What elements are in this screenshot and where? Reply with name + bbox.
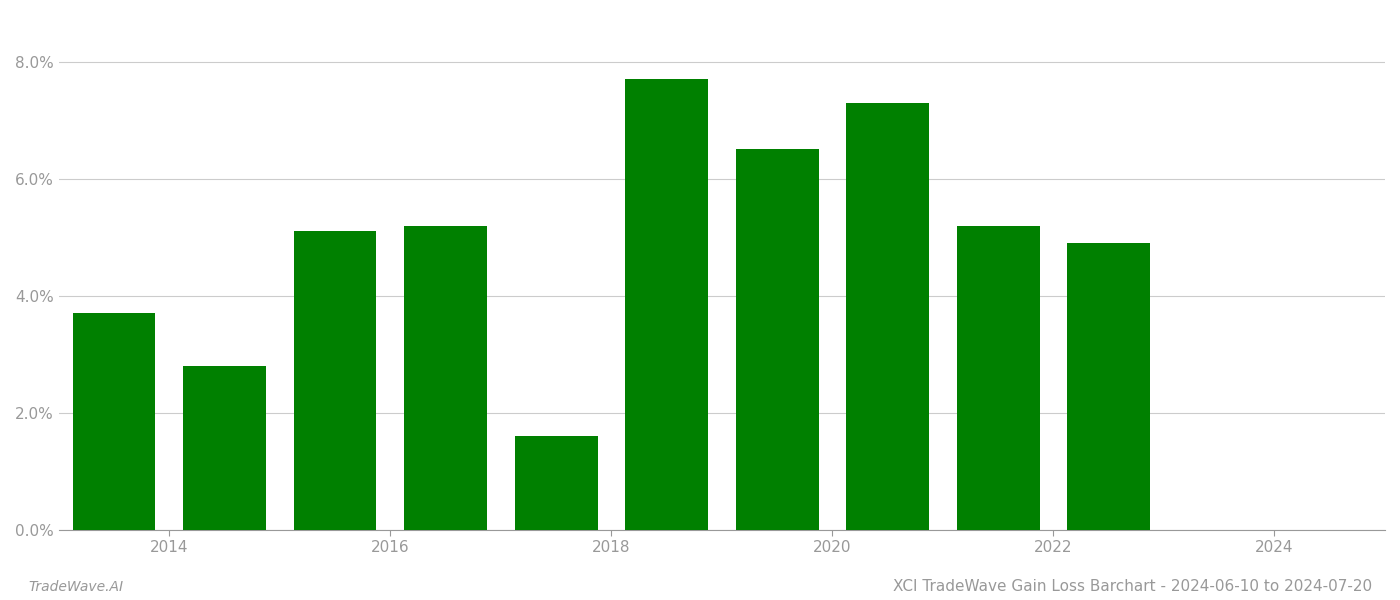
Bar — [515, 436, 598, 530]
Bar — [626, 79, 708, 530]
Bar — [956, 226, 1040, 530]
Bar — [294, 232, 377, 530]
Bar — [73, 313, 155, 530]
Bar — [183, 366, 266, 530]
Bar — [846, 103, 930, 530]
Bar — [735, 149, 819, 530]
Text: XCI TradeWave Gain Loss Barchart - 2024-06-10 to 2024-07-20: XCI TradeWave Gain Loss Barchart - 2024-… — [893, 579, 1372, 594]
Text: TradeWave.AI: TradeWave.AI — [28, 580, 123, 594]
Bar — [1067, 243, 1151, 530]
Bar — [405, 226, 487, 530]
